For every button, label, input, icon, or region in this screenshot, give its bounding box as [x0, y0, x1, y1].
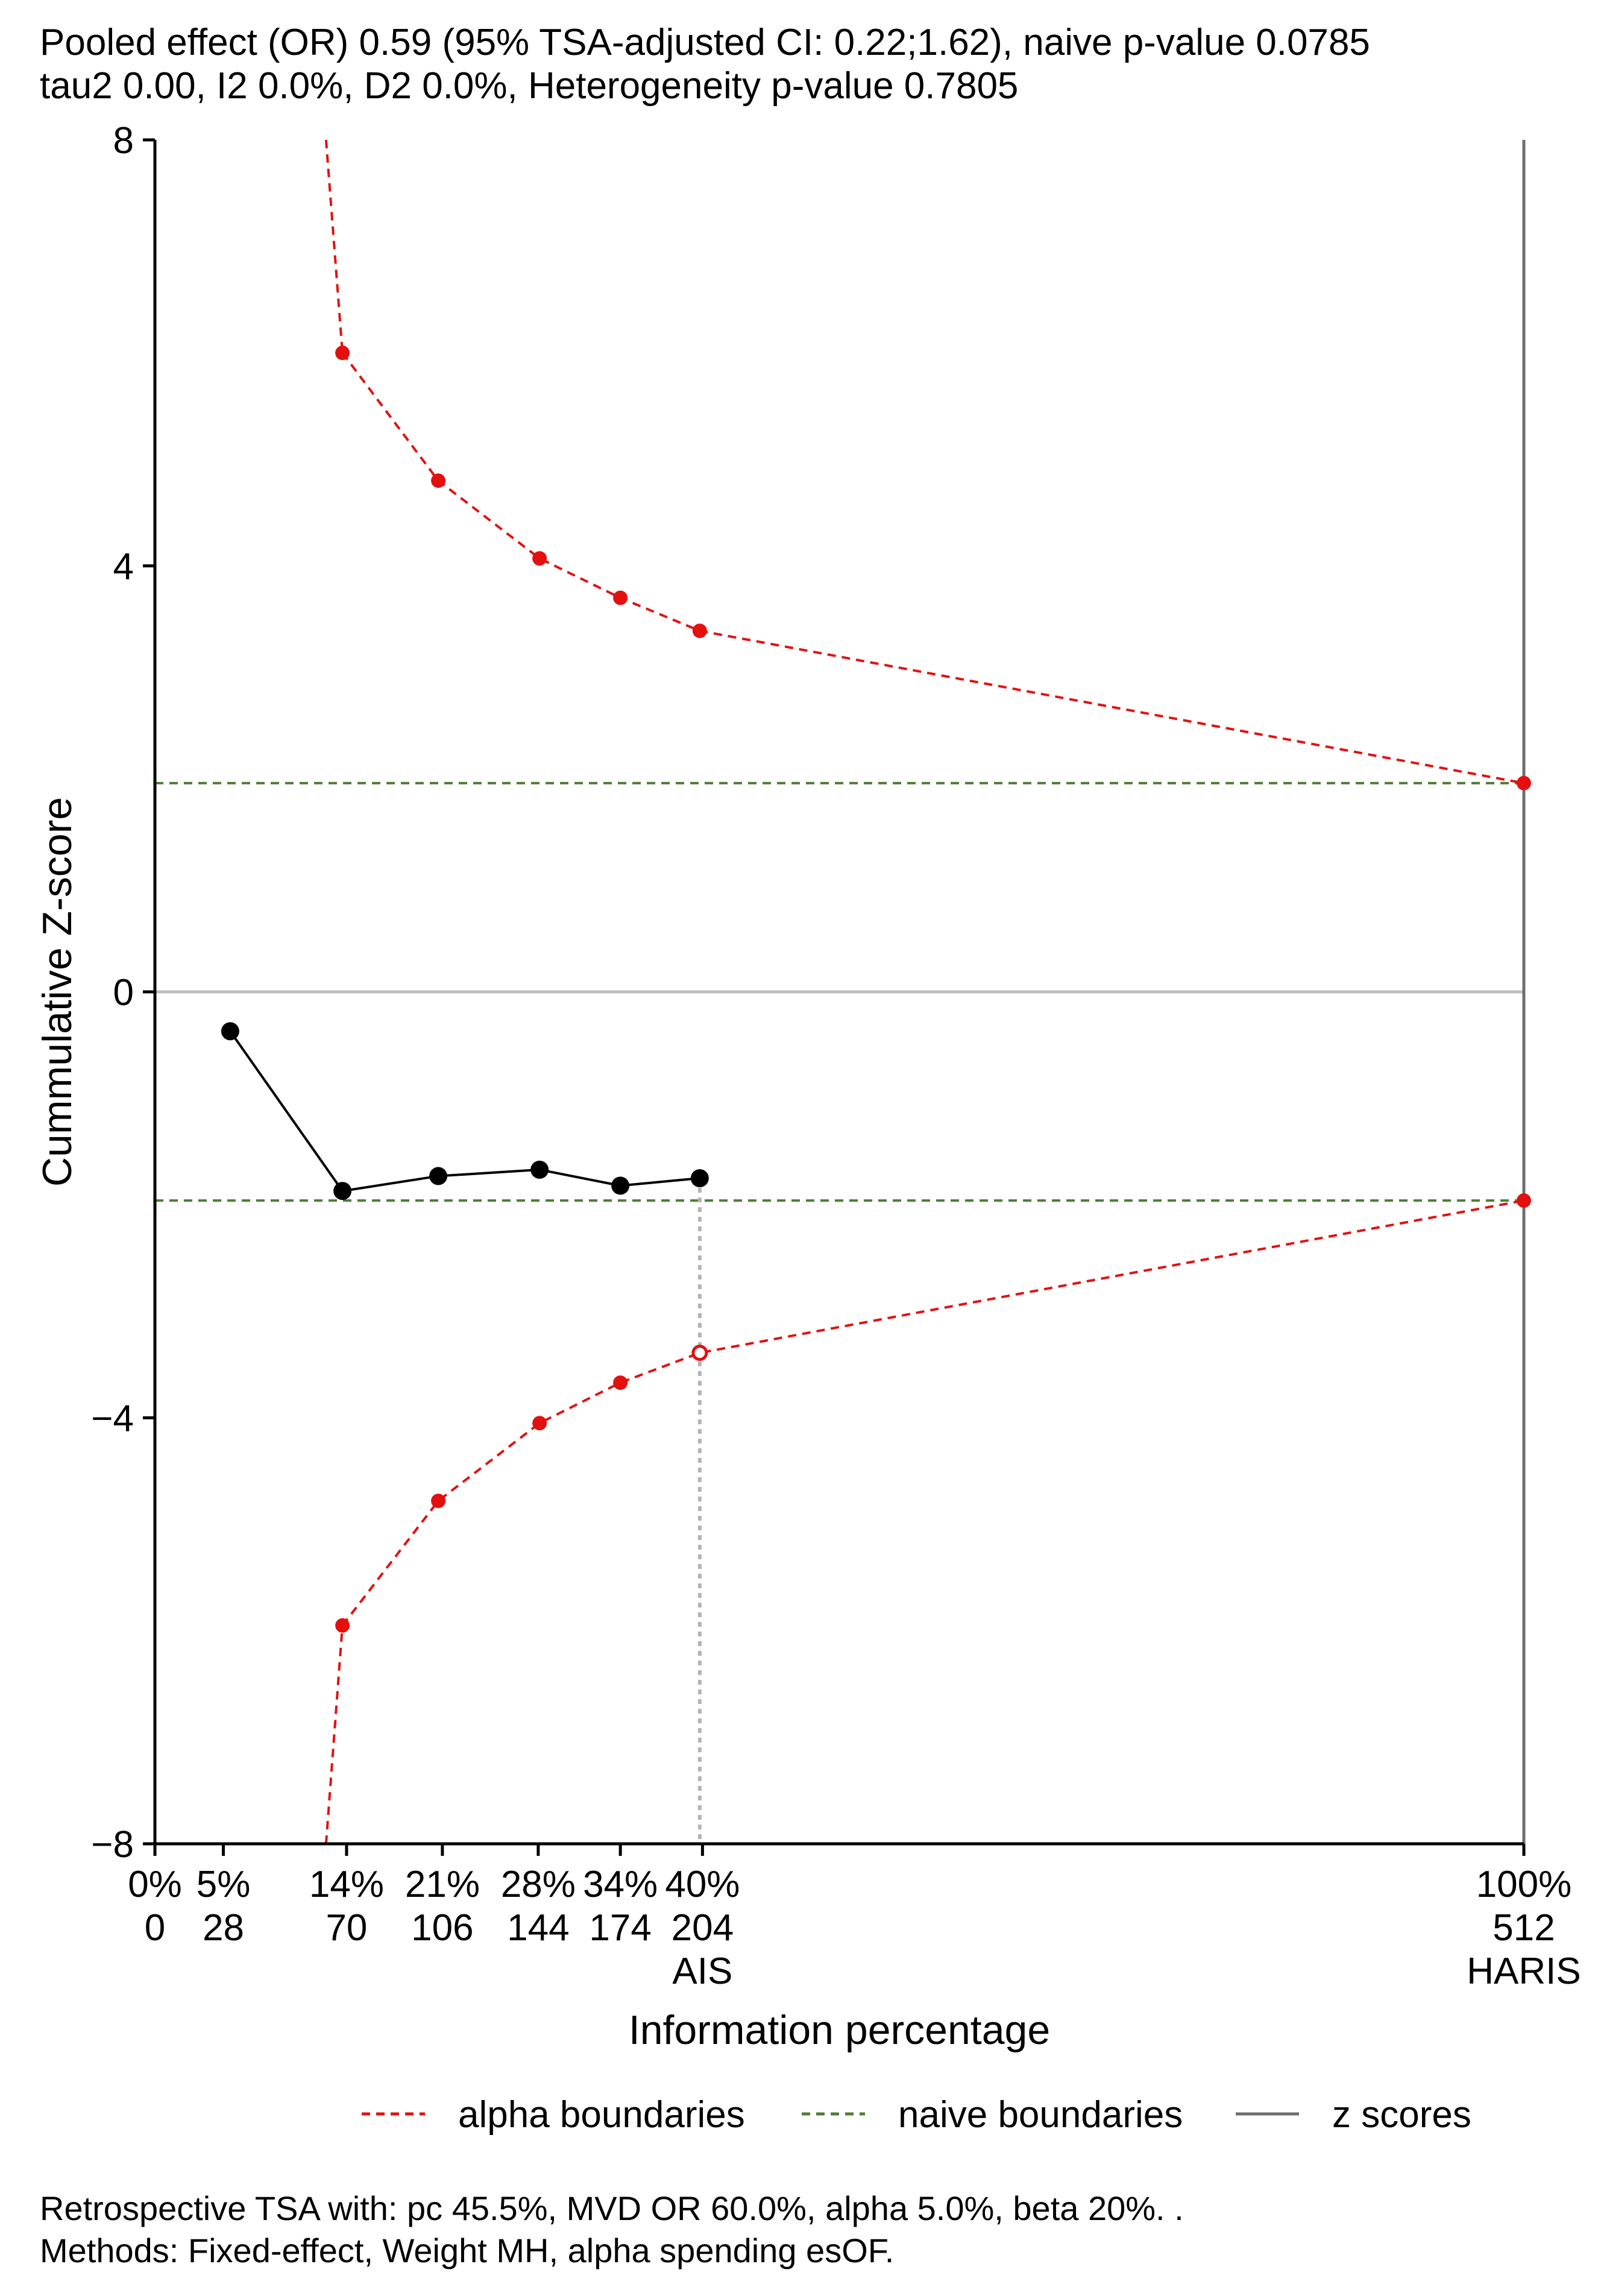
z-score-point — [333, 1182, 352, 1200]
alpha-upper-point — [431, 473, 446, 488]
alpha-lower-point — [431, 1493, 446, 1509]
alpha-boundary-lower-line — [341, 1199, 1524, 1627]
z-score-point — [611, 1176, 630, 1195]
y-tick-label: 0 — [113, 972, 134, 1014]
alpha-boundary-lower-tail — [324, 1625, 344, 1844]
alpha-lower-point — [532, 1416, 547, 1431]
z-score-point — [690, 1169, 709, 1188]
markers — [221, 345, 1531, 1633]
alpha-boundary-upper-line — [341, 352, 1524, 784]
legend-label-2: z scores — [1332, 2094, 1471, 2136]
x-tick-n-label: 106 — [411, 1907, 473, 1949]
x-tick-percent-label: 28% — [501, 1864, 576, 1905]
y-axis-title: Cummulative Z-score — [34, 797, 80, 1187]
y-tick-label: 8 — [113, 120, 134, 162]
chart-title-line-2: tau2 0.00, I2 0.0%, D2 0.0%, Heterogenei… — [40, 65, 1019, 107]
alpha-upper-point — [335, 345, 350, 361]
alpha-upper-point — [532, 551, 547, 566]
alpha-lower-point — [691, 1345, 708, 1361]
tsa-chart: 840−4−80%05%2814%7021%10628%14434%17440%… — [34, 120, 1581, 2136]
x-tick-n-label: 70 — [326, 1907, 367, 1949]
x-tick-tag-label: HARIS — [1467, 1951, 1581, 1992]
x-tick-percent-label: 100% — [1476, 1864, 1572, 1905]
x-tick-n-label: 0 — [145, 1907, 165, 1949]
alpha-lower-point — [613, 1375, 628, 1390]
x-axis-title: Information percentage — [629, 2007, 1050, 2053]
z-score-point — [429, 1167, 448, 1185]
y-tick-label: −8 — [91, 1824, 134, 1866]
footnote-methods: Methods: Fixed-effect, Weight MH, alpha … — [40, 2231, 895, 2269]
x-tick-n-label: 144 — [507, 1907, 569, 1949]
x-tick-percent-label: 0% — [128, 1864, 182, 1905]
reference-lines — [155, 140, 1526, 1844]
y-tick-label: −4 — [91, 1398, 134, 1440]
x-tick-percent-label: 34% — [583, 1864, 658, 1905]
alpha-upper-point — [613, 590, 628, 605]
axes — [143, 138, 1526, 1856]
x-tick-tag-label: AIS — [672, 1951, 732, 1992]
z-score-point — [221, 1022, 239, 1041]
axis-labels: 840−4−80%05%2814%7021%10628%14434%17440%… — [34, 120, 1581, 2053]
z-score-line — [229, 1030, 700, 1193]
footnote-settings: Retrospective TSA with: pc 45.5%, MVD OR… — [40, 2189, 1184, 2227]
alpha-lower-point — [335, 1618, 350, 1633]
x-tick-percent-label: 14% — [309, 1864, 384, 1905]
x-tick-n-label: 512 — [1493, 1907, 1555, 1949]
legend-label-1: naive boundaries — [898, 2094, 1183, 2136]
x-tick-percent-label: 21% — [405, 1864, 480, 1905]
z-score-point — [530, 1160, 549, 1179]
x-tick-n-label: 174 — [589, 1907, 651, 1949]
x-tick-percent-label: 5% — [197, 1864, 251, 1905]
z-score-path — [229, 1030, 700, 1193]
x-tick-n-label: 28 — [203, 1907, 244, 1949]
alpha-upper-point — [1517, 775, 1531, 790]
alpha-lower-point — [1517, 1193, 1531, 1208]
alpha-boundary-lines — [324, 139, 1524, 1844]
chart-title-line-1: Pooled effect (OR) 0.59 (95% TSA-adjuste… — [40, 22, 1370, 63]
alpha-upper-point — [692, 623, 707, 639]
legend-label-0: alpha boundaries — [458, 2094, 745, 2136]
alpha-boundary-upper-tail — [324, 139, 344, 353]
x-tick-n-label: 204 — [672, 1907, 734, 1949]
y-tick-label: 4 — [113, 546, 134, 588]
x-tick-percent-label: 40% — [665, 1864, 740, 1905]
legend: alpha boundaries naive boundaries z scores — [362, 2094, 1471, 2136]
